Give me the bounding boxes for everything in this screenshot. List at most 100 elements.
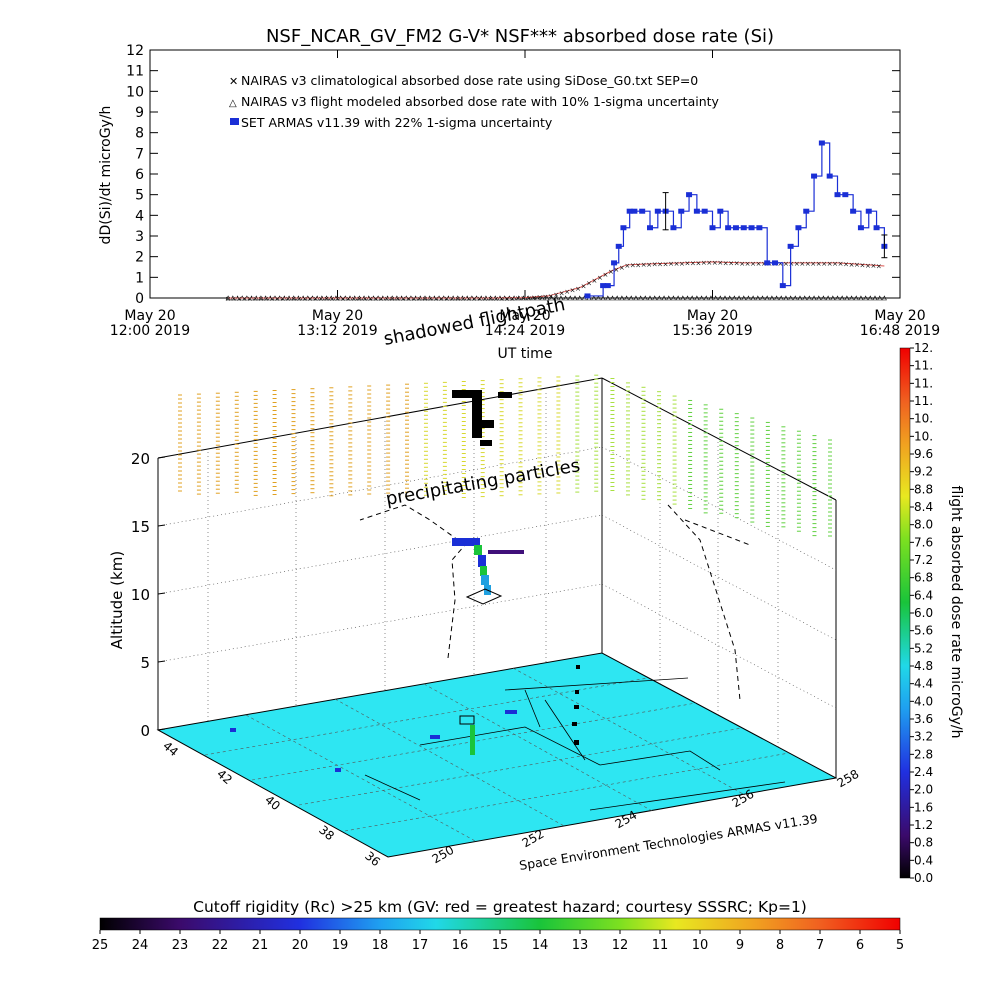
climatological-point: × xyxy=(302,295,308,303)
armas-point xyxy=(748,225,755,231)
dose-colorbar-tick-label: 8.0 xyxy=(914,518,933,532)
legend-entry-climatological: ✕ NAIRAS v3 climatological absorbed dose… xyxy=(229,73,698,88)
climatological-point: × xyxy=(860,262,866,270)
modeled-point xyxy=(802,295,808,301)
modeled-point xyxy=(825,295,831,301)
modeled-point xyxy=(670,295,676,301)
modeled-point xyxy=(703,295,709,301)
climatological-point: × xyxy=(466,295,472,303)
modeled-point xyxy=(839,295,845,301)
armas-point xyxy=(850,208,857,214)
altitude-ticks: 0 5 10 15 20 xyxy=(131,450,166,740)
flight-track-top xyxy=(452,390,512,446)
dose-colorbar-tick-label: 11. xyxy=(914,359,933,373)
climatological-point: × xyxy=(471,295,477,303)
armas-line xyxy=(587,142,885,297)
altitude-tick-label: 0 xyxy=(140,722,150,740)
rigidity-colorbar-tick-label: 12 xyxy=(612,938,629,953)
y-axis-label: dD(Si)/dt microGy/h xyxy=(98,106,114,245)
climatological-point: × xyxy=(586,280,592,288)
climatological-point: × xyxy=(422,295,428,303)
altitude-axis-label: Altitude (km) xyxy=(108,551,126,649)
legend: ✕ NAIRAS v3 climatological absorbed dose… xyxy=(229,73,720,130)
y-tick-label: 6 xyxy=(135,167,144,183)
armas-point xyxy=(600,283,607,289)
rigidity-colorbar-label: Cutoff rigidity (Rc) >25 km (GV: red = g… xyxy=(193,898,807,916)
modeled-point xyxy=(755,295,761,301)
climatological-point: × xyxy=(269,295,275,303)
dose-colorbar xyxy=(899,347,911,879)
modeled-point xyxy=(605,295,611,301)
modeled-point xyxy=(614,295,620,301)
armas-point xyxy=(717,208,724,214)
modeled-point xyxy=(849,295,855,301)
modeled-point xyxy=(736,295,742,301)
modeled-point xyxy=(872,295,878,301)
dose-colorbar-tick-label: 11. xyxy=(914,394,933,408)
boundary-lines xyxy=(364,677,786,811)
climatological-point: × xyxy=(712,259,718,267)
dose-colorbar-tick-label: 10. xyxy=(914,429,933,443)
chart-title: NSF_NCAR_GV_FM2 G-V* NSF*** absorbed dos… xyxy=(266,26,774,47)
climatological-point: × xyxy=(280,295,286,303)
rigidity-colorbar-tick-label: 16 xyxy=(452,938,469,953)
rigidity-colorbar-tick-label: 21 xyxy=(252,938,269,953)
armas-point xyxy=(826,173,833,179)
dose-colorbar-tick-label: 1.2 xyxy=(914,818,933,832)
climatological-point: × xyxy=(570,287,576,295)
climatological-point: × xyxy=(668,260,674,268)
altitude-tick-label: 20 xyxy=(131,450,150,468)
dose-colorbar-tick-label: 6.4 xyxy=(914,588,933,602)
climatological-point: × xyxy=(324,295,330,303)
climatological-point: × xyxy=(777,260,783,268)
armas-point xyxy=(620,225,627,231)
altitude-tick-mark xyxy=(157,524,166,527)
climatological-point: × xyxy=(597,274,603,282)
legend-label-modeled: NAIRAS v3 flight modeled absorbed dose r… xyxy=(241,94,720,109)
climatological-point: × xyxy=(378,295,384,303)
armas-point xyxy=(678,208,685,214)
climatological-point: × xyxy=(706,259,712,267)
armas-point xyxy=(701,208,708,214)
climatological-point: × xyxy=(805,260,811,268)
climatological-point: × xyxy=(329,295,335,303)
y-tick-label: 11 xyxy=(126,64,144,80)
climatological-point: × xyxy=(799,260,805,268)
dose-colorbar-tick-label: 6.0 xyxy=(914,606,933,620)
climatological-point: × xyxy=(641,261,647,269)
modeled-point xyxy=(661,295,667,301)
armas-point xyxy=(787,243,794,249)
modeled-point xyxy=(731,295,737,301)
modeled-point xyxy=(642,295,648,301)
modeled-point xyxy=(656,295,662,301)
modeled-point xyxy=(769,295,775,301)
climatological-point: × xyxy=(701,259,707,267)
climatological-point: × xyxy=(674,260,680,268)
climatological-point: × xyxy=(389,295,395,303)
modeled-point xyxy=(652,295,658,301)
modeled-point xyxy=(591,295,597,301)
armas-point xyxy=(693,208,700,214)
climatological-point: × xyxy=(624,262,630,270)
rigidity-colorbar-tick-label: 5 xyxy=(896,938,904,953)
legend-entry-modeled: △ NAIRAS v3 flight modeled absorbed dose… xyxy=(229,94,720,109)
dose-colorbar-tick-label: 1.6 xyxy=(914,800,933,814)
climatological-point: × xyxy=(482,295,488,303)
armas-point xyxy=(686,192,693,198)
climatological-point: × xyxy=(750,260,756,268)
climatological-point: × xyxy=(488,295,494,303)
armas-point xyxy=(873,225,880,231)
y-tick-label: 4 xyxy=(135,208,144,224)
rigidity-colorbar-tick-label: 15 xyxy=(492,938,509,953)
modeled-point xyxy=(764,295,770,301)
climatological-point: × xyxy=(838,260,844,268)
armas-point xyxy=(779,283,786,289)
climatological-point: × xyxy=(449,295,455,303)
rigidity-colorbar xyxy=(99,917,901,931)
climatological-point: × xyxy=(613,266,619,274)
back-walls xyxy=(157,377,837,778)
armas-point xyxy=(834,192,841,198)
legend-label-armas: SET ARMAS v11.39 with 22% 1-sigma uncert… xyxy=(241,115,553,130)
altitude-tick-label: 5 xyxy=(140,654,150,672)
